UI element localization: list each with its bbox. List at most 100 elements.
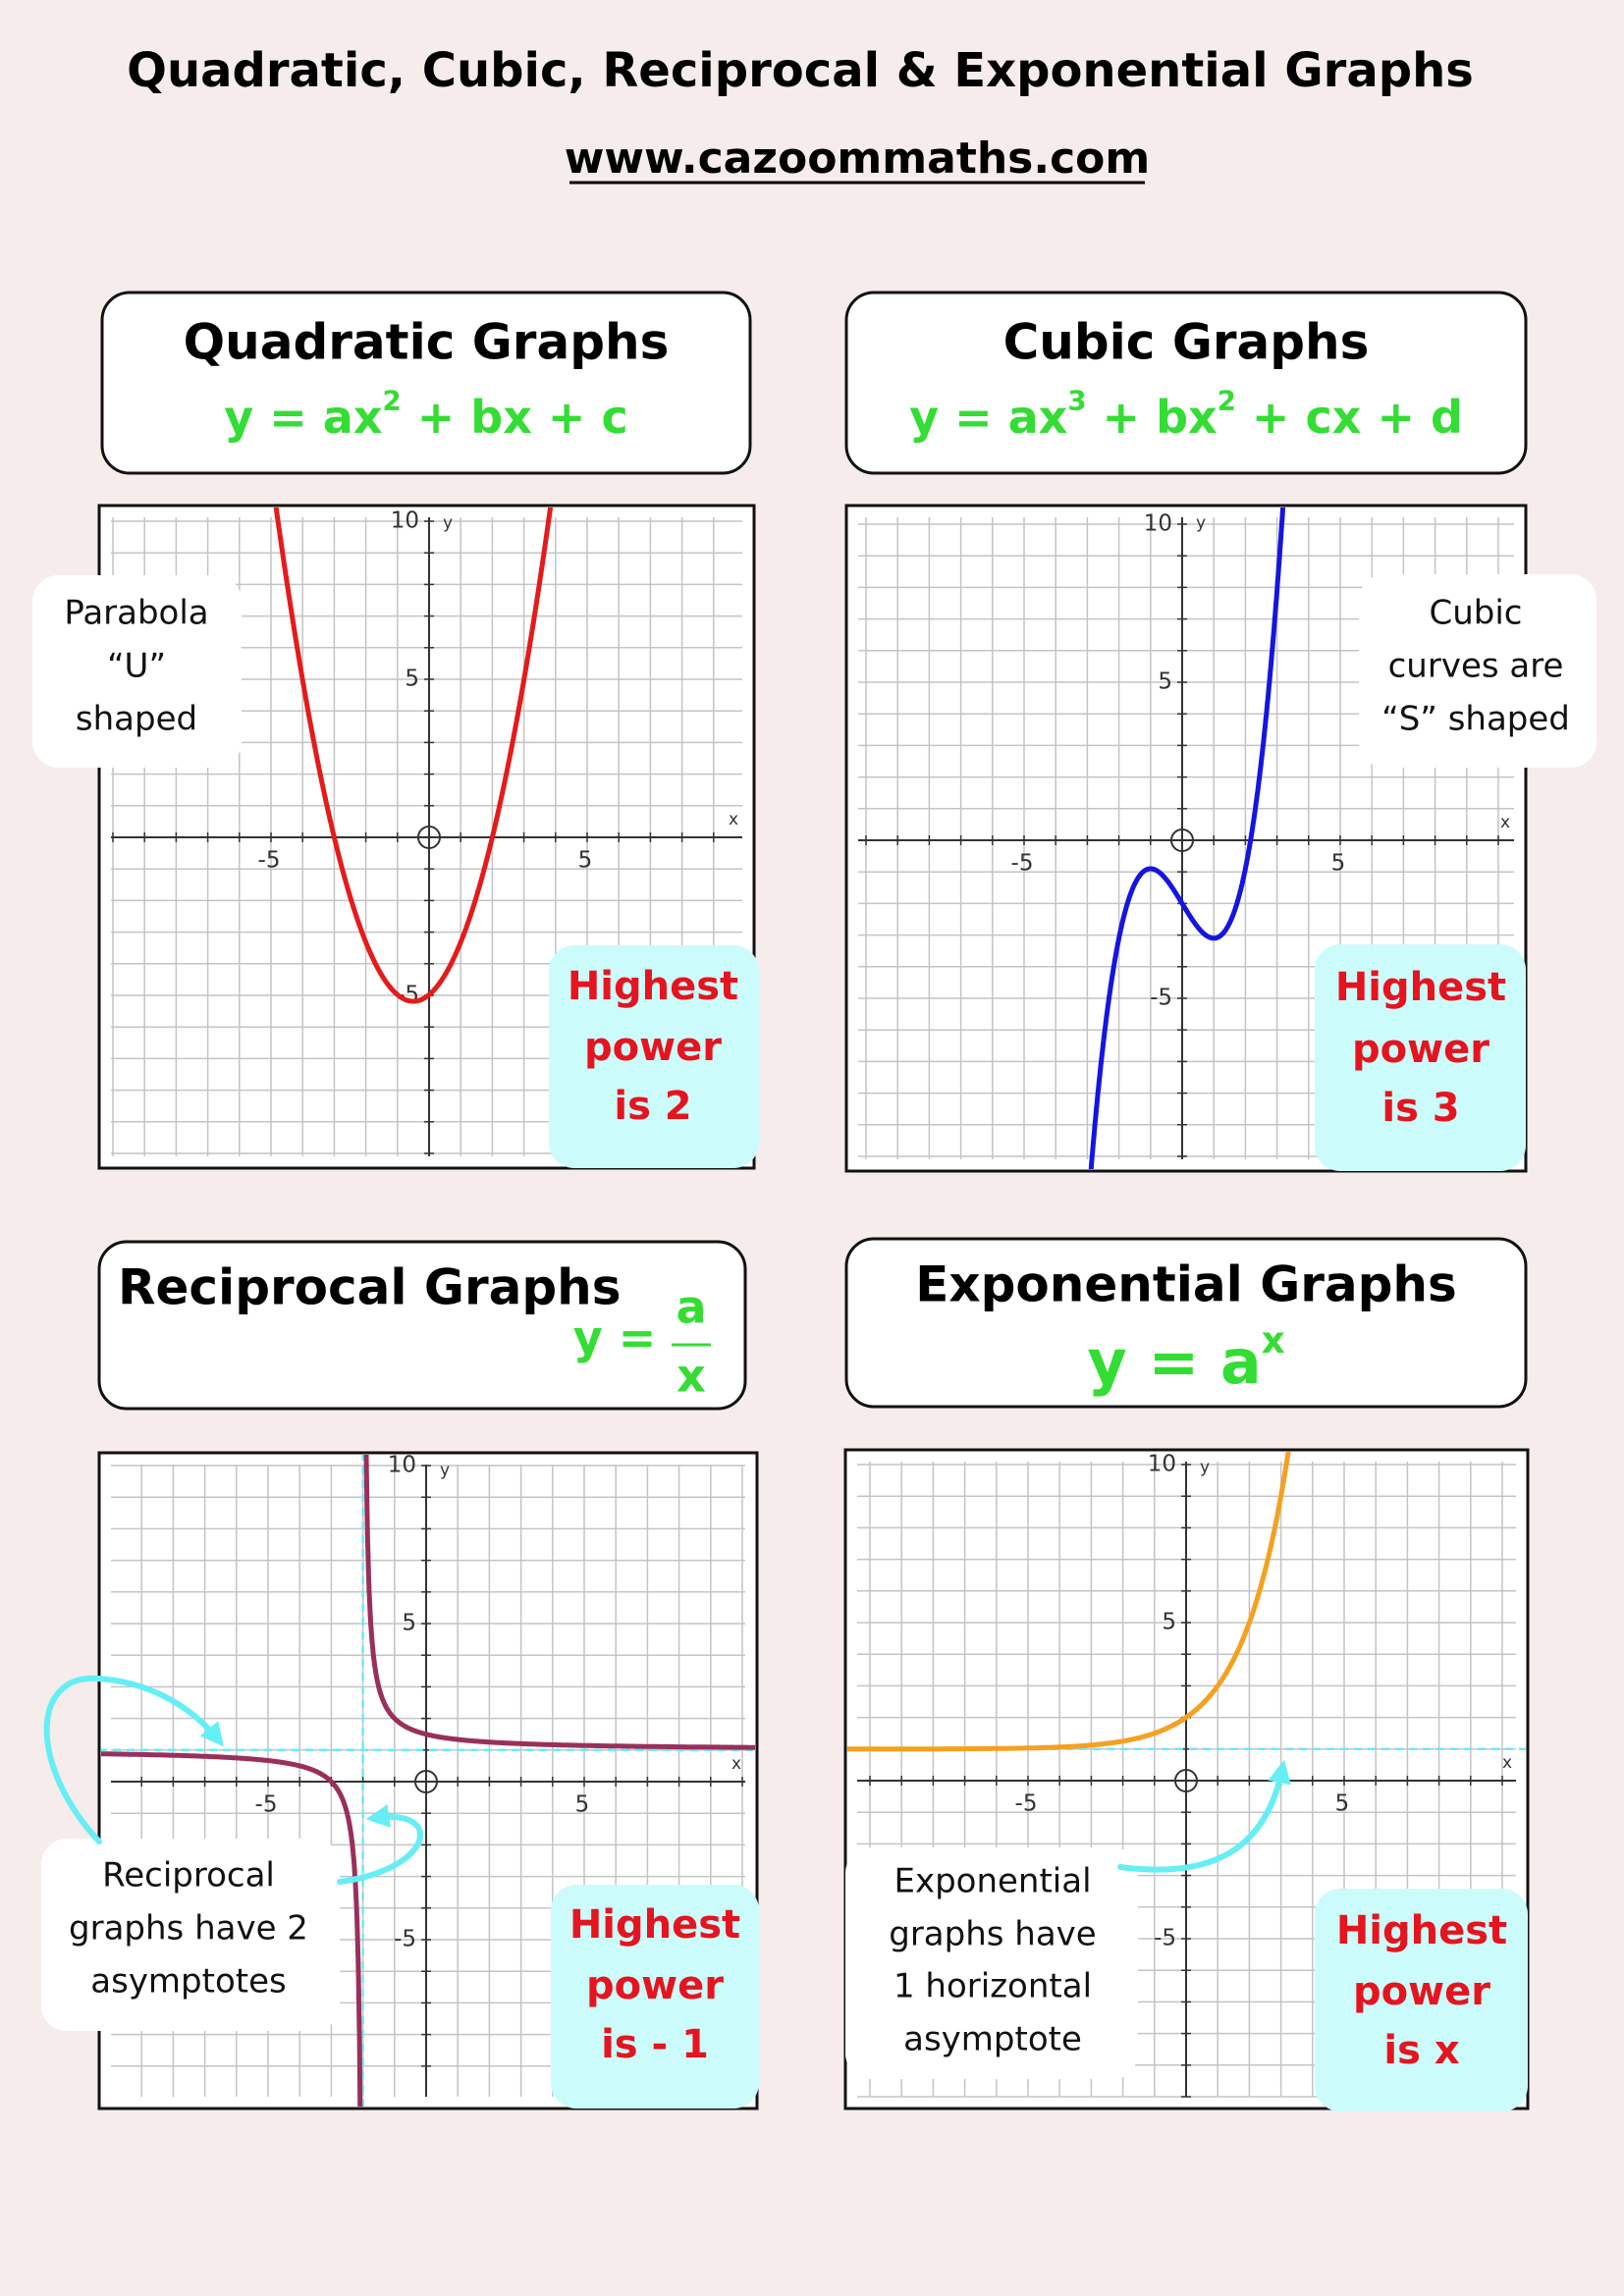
note-line: shaped bbox=[76, 700, 197, 739]
note-line: “U” bbox=[107, 647, 166, 686]
power-box bbox=[549, 945, 759, 1168]
power-line: power bbox=[586, 1963, 724, 2008]
note-line: “S” shaped bbox=[1381, 700, 1570, 739]
y-tick-label: 10 bbox=[1148, 1452, 1176, 1477]
x-tick-label: 5 bbox=[1331, 851, 1346, 877]
equation-exponent: 2 bbox=[1218, 385, 1236, 417]
y-tick-label: 10 bbox=[391, 508, 419, 534]
panel-header-box bbox=[100, 291, 752, 475]
note-line: Cubic bbox=[1429, 594, 1522, 633]
power-line: is 3 bbox=[1381, 1086, 1459, 1131]
y-tick-label: -5 bbox=[1150, 986, 1172, 1011]
x-tick-label: -5 bbox=[258, 848, 281, 874]
panel-title: Cubic Graphs bbox=[1003, 314, 1370, 371]
note-line: Exponential bbox=[893, 1862, 1091, 1901]
power-line: Highest bbox=[1336, 1908, 1507, 1953]
equation-part: y = ax bbox=[909, 391, 1067, 444]
equation-denominator: x bbox=[677, 1350, 706, 1403]
equation-part: + bx + c bbox=[402, 391, 628, 444]
equation-part: y = a bbox=[1087, 1326, 1261, 1398]
equation-exponent: x bbox=[1262, 1318, 1285, 1362]
curve bbox=[273, 507, 554, 1004]
x-tick-label: 5 bbox=[578, 848, 593, 874]
y-tick-label: 5 bbox=[1158, 669, 1172, 695]
x-axis-label: x bbox=[1502, 1753, 1512, 1773]
panel-title: Exponential Graphs bbox=[915, 1256, 1457, 1313]
y-axis-label: y bbox=[1196, 513, 1206, 533]
power-line: Highest bbox=[568, 964, 738, 1009]
x-axis-label: x bbox=[731, 1754, 741, 1774]
y-tick-label: 5 bbox=[405, 667, 419, 692]
page-title: Quadratic, Cubic, Reciprocal & Exponenti… bbox=[127, 43, 1474, 98]
curve bbox=[1088, 507, 1286, 1169]
power-line: is - 1 bbox=[601, 2022, 709, 2067]
power-box bbox=[1315, 944, 1526, 1171]
note-line: graphs have bbox=[889, 1915, 1096, 1954]
y-tick-label: -5 bbox=[1154, 1926, 1176, 1951]
y-axis-label: y bbox=[440, 1461, 450, 1480]
note-box bbox=[1359, 574, 1597, 768]
note-line: Reciprocal bbox=[102, 1856, 275, 1896]
y-axis-label: y bbox=[443, 513, 453, 533]
power-line: is x bbox=[1383, 2028, 1459, 2073]
power-line: Highest bbox=[569, 1902, 740, 1948]
power-line: Highest bbox=[1335, 965, 1506, 1010]
arrow bbox=[337, 1804, 424, 1885]
note-line: curves are bbox=[1388, 647, 1564, 686]
y-tick-label: 10 bbox=[388, 1453, 416, 1478]
equation-exponent: 2 bbox=[383, 385, 402, 417]
power-line: power bbox=[1352, 1027, 1489, 1072]
panel-title: Reciprocal Graphs bbox=[118, 1259, 622, 1316]
origin-marker bbox=[1170, 828, 1194, 852]
power-line: is 2 bbox=[614, 1084, 691, 1129]
origin-marker bbox=[417, 826, 441, 849]
y-tick-label: 5 bbox=[1162, 1610, 1176, 1635]
equation-exponent: 3 bbox=[1067, 385, 1086, 417]
note-line: asymptote bbox=[903, 2020, 1082, 2059]
note-line: graphs have 2 bbox=[69, 1909, 308, 1949]
equation: y = ax2 + bx + c bbox=[224, 385, 628, 444]
x-tick-label: -5 bbox=[255, 1792, 278, 1818]
panel-title: Quadratic Graphs bbox=[184, 314, 670, 371]
arrow bbox=[43, 1675, 225, 1844]
y-axis-label: y bbox=[1200, 1458, 1210, 1477]
power-line: power bbox=[584, 1025, 722, 1070]
equation: y = ax bbox=[1087, 1318, 1284, 1398]
curve bbox=[101, 1455, 755, 2107]
equation: y = bbox=[573, 1311, 657, 1364]
note-line: 1 horizontal bbox=[893, 1967, 1092, 2006]
origin-marker bbox=[414, 1770, 438, 1793]
x-tick-label: -5 bbox=[1015, 1791, 1038, 1817]
x-tick-label: -5 bbox=[1011, 851, 1034, 877]
graph: -5 5 10 5 -5 y x bbox=[847, 1452, 1526, 2098]
equation: y = ax3 + bx2 + cx + d bbox=[909, 385, 1463, 444]
curve bbox=[847, 1452, 1291, 1752]
equation-numerator: a bbox=[676, 1281, 706, 1334]
note-line: asymptotes bbox=[90, 1962, 286, 2002]
equation-part: y = ax bbox=[224, 391, 382, 444]
power-line: power bbox=[1353, 1969, 1490, 2014]
equation-part: + cx + d bbox=[1236, 391, 1463, 444]
power-box bbox=[551, 1885, 759, 2109]
x-axis-label: x bbox=[729, 810, 738, 829]
y-tick-label: 10 bbox=[1144, 511, 1172, 537]
note-box bbox=[41, 1839, 340, 2031]
y-tick-label: -5 bbox=[394, 1927, 416, 1952]
note-line: Parabola bbox=[64, 594, 208, 633]
page-url: www.cazoommaths.com bbox=[565, 133, 1151, 184]
x-tick-label: 5 bbox=[1335, 1791, 1350, 1817]
x-axis-label: x bbox=[1500, 813, 1510, 832]
x-tick-label: 5 bbox=[575, 1792, 590, 1818]
note-box bbox=[845, 1847, 1138, 2079]
arrow bbox=[1117, 1759, 1291, 1873]
panel-header-box bbox=[97, 1240, 747, 1411]
power-box bbox=[1315, 1889, 1528, 2111]
note-box bbox=[32, 575, 242, 768]
origin-marker bbox=[1174, 1769, 1198, 1792]
equation-part: + bx bbox=[1087, 391, 1218, 444]
panel-header-box bbox=[844, 291, 1528, 475]
panel-header-box bbox=[844, 1237, 1528, 1409]
y-tick-label: 5 bbox=[402, 1611, 416, 1636]
